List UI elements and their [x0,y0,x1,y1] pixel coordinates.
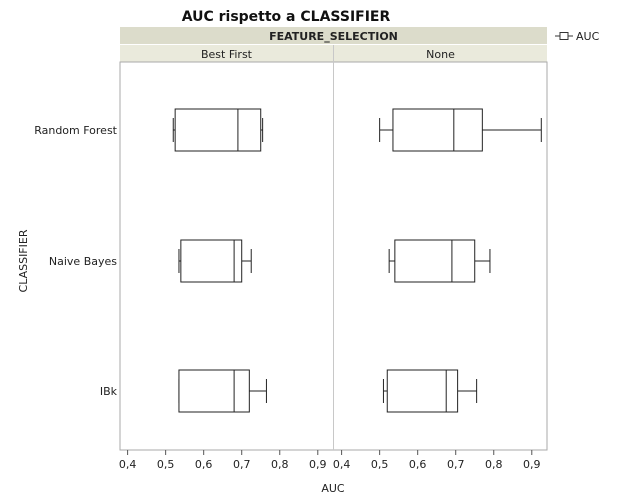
panel-label-none: None [426,48,455,61]
facet-header [120,27,547,44]
x-axis-label: AUC [321,482,345,495]
x-tick-label: 0,4 [333,458,351,471]
panel-header-best-first [120,45,333,62]
x-tick-label: 0,8 [271,458,289,471]
legend: AUC [555,30,600,43]
category-label-naive-bayes: Naive Bayes [49,255,117,268]
y-axis-label: CLASSIFIER [17,229,30,292]
x-tick-label: 0,6 [195,458,213,471]
x-tick-label: 0,7 [233,458,251,471]
x-tick-label: 0,9 [523,458,541,471]
box-none-naive-bayes [394,239,476,283]
category-label-ibk: IBk [100,385,118,398]
box-best-first-naive-bayes [180,239,243,283]
box-best-first-random-forest [174,108,262,152]
x-tick-label: 0,8 [485,458,503,471]
legend-label: AUC [576,30,600,43]
category-label-random-forest: Random Forest [34,124,117,137]
facet-title: FEATURE_SELECTION [269,30,398,43]
box-none-ibk [386,369,459,413]
chart-title: AUC rispetto a CLASSIFIER [182,9,391,25]
x-tick-label: 0,4 [119,458,137,471]
legend-box-icon [559,32,569,40]
x-tick-label: 0,9 [309,458,327,471]
box-best-first-ibk [178,369,250,413]
x-tick-label: 0,5 [157,458,175,471]
x-tick-label: 0,6 [409,458,427,471]
x-tick-label: 0,5 [371,458,389,471]
panel-label-best-first: Best First [201,48,253,61]
panel-header-none [334,45,547,62]
x-tick-label: 0,7 [447,458,465,471]
box-none-random-forest [392,108,483,152]
